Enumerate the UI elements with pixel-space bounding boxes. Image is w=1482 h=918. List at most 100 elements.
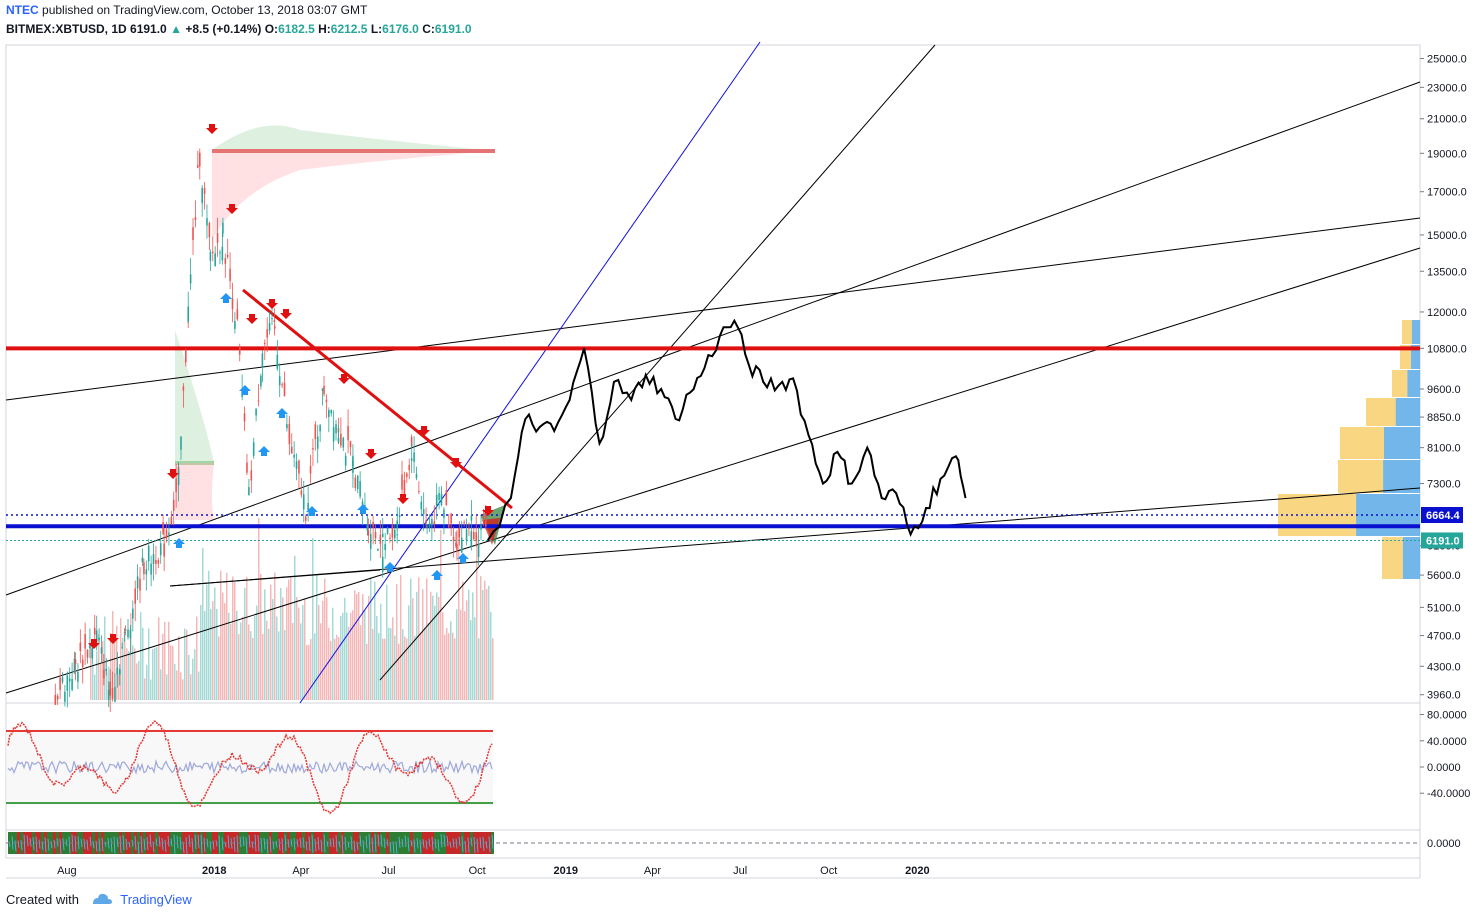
author-link[interactable]: NTEC [6,3,39,17]
bottom-indicator-line [44,837,47,853]
candle-body [300,490,303,495]
price-markers: 6664.4 6191.0 [1421,507,1463,549]
tradingview-link[interactable]: TradingView [120,892,192,907]
volume-bar [192,658,194,700]
price-tick-label: 3960.0 [1427,690,1461,702]
candle-body [77,671,79,682]
bottom-indicator-line [443,834,446,848]
candle-body [470,531,473,547]
horizontal-levels [6,346,1420,541]
bottom-indicator-line [68,836,71,854]
candle-body [470,515,473,521]
volume-bar [96,651,98,700]
volume-bar [364,610,366,700]
bottom-indicator-line [293,838,296,851]
bottom-indicator-line [404,835,407,848]
volume-bar [286,587,288,700]
bottom-indicator-line [338,841,341,848]
volume-bar [190,674,192,700]
candle-body [276,354,279,369]
candle-body [408,464,411,471]
volume-bar [154,648,156,700]
volume-profile-bar-right [1356,494,1420,536]
bottom-indicator-line [137,841,140,854]
bottom-indicator-line [362,840,365,853]
volume-bar [206,584,208,700]
down-arrow-icon [338,374,350,384]
volume-bar [464,611,466,700]
down-arrow-icon [397,494,409,504]
candle-body [203,187,206,195]
volume-bar [430,591,432,700]
symbol-name[interactable]: BITMEX:XBTUSD, 1D [6,22,127,36]
candle-body [274,326,276,328]
volume-bar [308,644,310,700]
low-label: L: [370,22,383,36]
volume-bar [436,592,438,700]
bottom-indicator-line [113,836,116,854]
candle-body [226,254,229,257]
candle-body [445,490,448,506]
candle-body [86,649,89,658]
candle-body [260,375,262,387]
candle-body [335,424,337,434]
volume-bar [208,570,210,700]
candle-body [248,487,250,496]
down-arrow-icon [88,639,100,649]
candle-body [443,509,445,518]
price-tick-label: 10800.0 [1427,343,1467,355]
time-tick-label: Apr [644,865,661,877]
time-tick-label: Jul [733,865,747,877]
candle-body [168,532,170,535]
candle-body [150,563,152,575]
volume-bar [254,615,256,700]
volume-bar [344,597,346,700]
volume-bar [138,661,140,700]
volume-profile-bar-left [1402,320,1412,344]
bottom-indicator-line [116,837,119,848]
bottom-indicator-line [188,834,191,848]
bottom-indicator-line [197,834,200,849]
volume-bar [236,610,238,700]
volume-bars [90,517,494,700]
volume-bar [228,612,230,700]
bottom-indicator-line [146,837,149,851]
candle-body [211,251,214,254]
range-profile-down-small [175,463,214,520]
price-tick-label: 15000.0 [1427,230,1467,242]
bottom-indicator-line [377,834,380,847]
volume-bar [94,674,96,700]
volume-profile-bar-left [1366,398,1396,426]
candle-body [93,628,96,635]
bottom-indicator-line [326,841,329,847]
volume-bar [424,627,426,700]
down-arrow-icon [482,506,494,516]
candle-body [208,223,211,238]
candle-body [71,678,73,690]
price-tick-label: 8100.0 [1427,443,1461,455]
bottom-indicator-line [158,836,161,847]
volume-bar [398,643,400,700]
candle-body [263,342,266,344]
volume-bar [144,678,146,700]
volume-bar [384,638,386,700]
candle-body [109,681,112,696]
oscillator-pane: 80.0000 40.0000 0.0000 -40.0000 [6,710,1470,815]
price-change: +8.5 (+0.14%) [185,22,262,36]
volume-bar [490,612,492,700]
candle-body [163,543,165,557]
candle-body [438,493,440,501]
bottom-indicator-line [128,841,131,848]
osc-tick-label: 40.0000 [1427,736,1467,748]
volume-bar [216,608,218,700]
volume-bar [106,671,108,700]
candles [54,148,487,713]
candle-body [293,454,295,458]
candle-body [369,533,372,549]
bottom-indicator-line [479,837,482,849]
bottom-indicator-line [410,840,413,847]
candle-body [119,669,121,675]
candle-body [221,246,224,261]
bottom-indicator-line [245,837,248,854]
